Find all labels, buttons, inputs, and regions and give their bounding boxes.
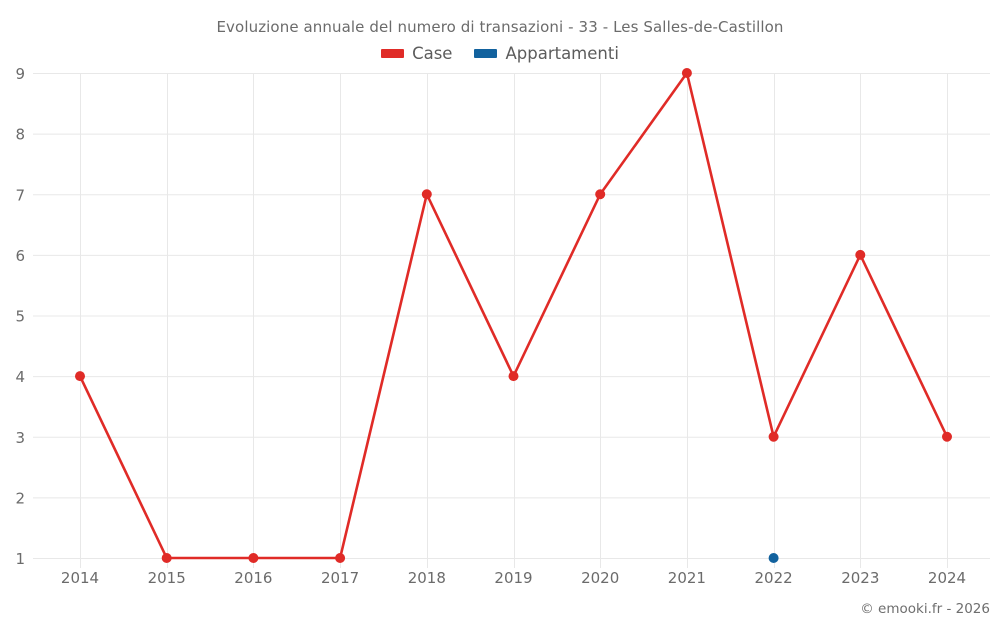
data-point-case[interactable] (595, 189, 606, 200)
x-axis-tick-label: 2018 (408, 569, 446, 587)
y-axis-tick-label: 8 (15, 126, 25, 144)
y-axis-tick-label: 6 (15, 247, 25, 265)
y-axis-tick-label: 5 (15, 308, 25, 326)
x-axis-tick-label: 2017 (321, 569, 359, 587)
chart-title: Evoluzione annuale del numero di transaz… (216, 18, 784, 36)
y-axis-tick-label: 1 (15, 550, 25, 568)
x-axis-tick-label: 2024 (928, 569, 966, 587)
legend-swatch-appartamenti-icon (474, 49, 498, 58)
x-axis-tick-label: 2020 (581, 569, 619, 587)
x-axis-tick-label: 2016 (234, 569, 272, 587)
data-point-case[interactable] (508, 371, 519, 382)
legend-item-appartamenti[interactable]: Appartamenti (474, 44, 619, 63)
data-point-case[interactable] (768, 431, 779, 442)
y-axis-tick-label: 9 (15, 65, 25, 83)
data-point-case[interactable] (942, 431, 952, 442)
chart-legend: Case Appartamenti (0, 44, 1000, 63)
legend-label-case: Case (412, 44, 453, 63)
x-axis-tick-label: 2014 (61, 569, 99, 587)
legend-label-appartamenti: Appartamenti (505, 44, 619, 63)
data-point-case[interactable] (421, 189, 432, 200)
legend-swatch-case-icon (381, 49, 405, 58)
y-axis-tick-label: 3 (15, 429, 25, 447)
footer-credit: © emooki.fr - 2026 (860, 601, 990, 617)
x-axis-tick-label: 2015 (148, 569, 186, 587)
y-axis-tick-label: 7 (15, 186, 25, 204)
x-axis-tick-label: 2022 (755, 569, 793, 587)
y-axis-tick-label: 2 (15, 489, 25, 507)
data-point-appartamenti[interactable] (768, 553, 779, 563)
y-axis-tick-label: 4 (15, 368, 25, 386)
x-axis-tick-label: 2021 (668, 569, 706, 587)
x-axis-tick-label: 2019 (494, 569, 532, 587)
legend-item-case[interactable]: Case (381, 44, 452, 63)
data-point-case[interactable] (681, 68, 692, 78)
data-point-case[interactable] (248, 553, 259, 563)
data-point-case[interactable] (75, 371, 85, 382)
data-point-case[interactable] (855, 249, 866, 260)
x-axis-tick-label: 2023 (841, 569, 879, 587)
data-point-case[interactable] (161, 553, 172, 563)
data-point-case[interactable] (335, 553, 346, 563)
